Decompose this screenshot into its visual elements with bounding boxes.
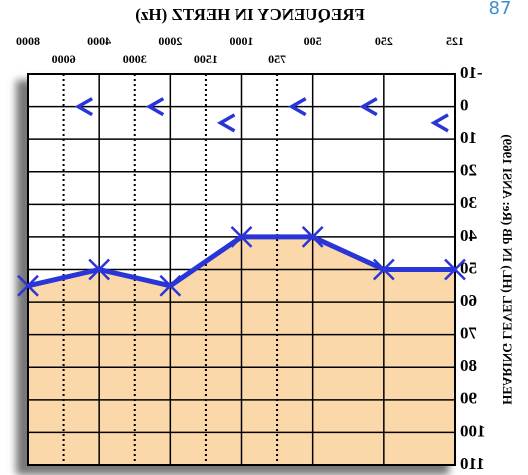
air-marker: [159, 274, 182, 297]
bone-marker: [430, 113, 449, 133]
y-axis-label: HEARING LEVEL (HL) IN dB (Re: ANSI 1969): [500, 134, 515, 405]
air-marker: [444, 258, 466, 281]
y-tick-label: 70: [460, 324, 477, 343]
bone-marker: [216, 113, 236, 133]
y-tick-label: 80: [460, 356, 477, 375]
bone-marker: [359, 97, 378, 117]
x-mid-tick-label: 3000: [123, 52, 147, 66]
y-tick-label: 0: [460, 95, 469, 114]
x-tick-label: 4000: [87, 34, 111, 48]
air-marker: [88, 258, 111, 281]
air-marker: [301, 226, 324, 248]
bone-marker: [145, 97, 165, 117]
y-tick-label: 40: [460, 226, 477, 245]
y-tick-label: 50: [460, 258, 477, 277]
x-tick-label: 2000: [158, 34, 182, 48]
bone-marker: [288, 97, 307, 117]
y-tick-label: 60: [460, 291, 477, 310]
y-tick-label: 10: [460, 128, 477, 147]
chart-title: FREQUENCY IN HERTZ (Hz): [135, 5, 365, 24]
y-tick-label: 20: [460, 161, 477, 180]
chart-body: FREQUENCY IN HERTZ (Hz) -10 0 10 20 30 40 50 60…: [16, 5, 515, 475]
y-tick-label: 110: [460, 454, 485, 473]
x-tick-label: 500: [304, 34, 322, 48]
y-tick-label: 100: [460, 421, 486, 440]
x-mid-tick-label: 6000: [52, 52, 76, 66]
x-mid-tick-label: 750: [268, 52, 286, 66]
y-tick-label: -10: [460, 63, 483, 82]
y-tick-label: 90: [460, 389, 477, 408]
x-tick-label: 125: [446, 34, 464, 48]
x-tick-label: 250: [375, 34, 393, 48]
x-tick-label: 1000: [230, 34, 254, 48]
x-mid-tick-label: 1500: [194, 52, 218, 66]
bone-marker: [74, 97, 94, 117]
page-number: 87: [489, 0, 512, 19]
y-tick-label: 30: [460, 193, 477, 212]
x-tick-label: 8000: [16, 34, 40, 48]
air-marker: [17, 274, 39, 297]
air-marker: [372, 258, 395, 281]
air-marker: [230, 226, 253, 248]
